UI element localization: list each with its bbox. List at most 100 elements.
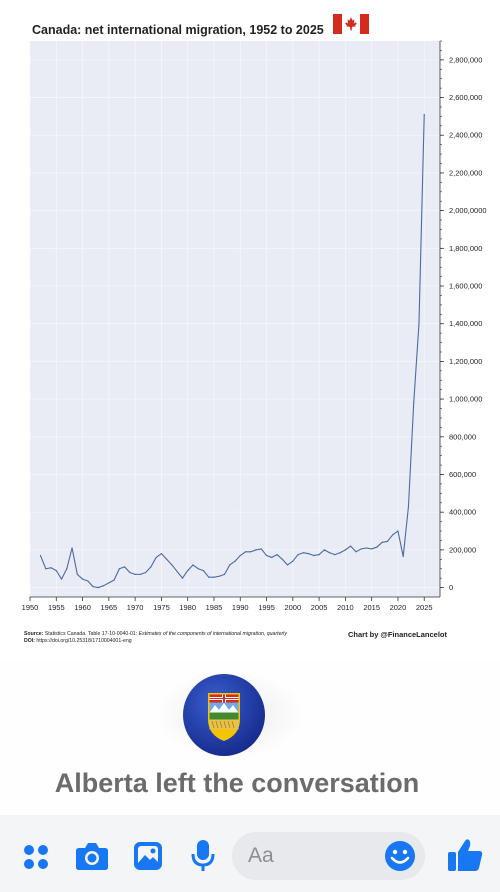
image-icon[interactable]: [133, 841, 163, 871]
y-tick-label: 2,600,000: [449, 93, 482, 102]
data-point: [81, 578, 84, 580]
plot-area: [30, 41, 440, 597]
data-point: [360, 548, 362, 550]
data-point: [323, 549, 325, 551]
data-point: [376, 546, 378, 548]
data-point: [355, 551, 357, 553]
source-note: Source: Statistics Canada. Table 17-10-0…: [24, 631, 287, 644]
data-point: [397, 530, 399, 532]
data-point: [292, 560, 294, 562]
x-tick-label: 1995: [258, 603, 275, 612]
data-point: [160, 553, 163, 555]
thumbs-up-icon[interactable]: [447, 838, 483, 872]
data-point: [418, 323, 420, 325]
y-tick-label: 1,600,000: [449, 282, 482, 291]
x-tick-label: 1955: [48, 603, 65, 612]
left-conversation-text: Alberta left the conversation: [54, 768, 420, 798]
y-tick-label: 400,000: [449, 508, 476, 517]
y-tick-label: 1,400,000: [449, 319, 482, 328]
data-point: [139, 573, 141, 575]
source-text: Statistics Canada. Table 17-10-0040-01:: [44, 631, 138, 637]
data-point: [344, 549, 346, 551]
data-point: [66, 568, 68, 570]
data-point: [176, 570, 178, 573]
data-point: [92, 586, 94, 588]
y-tick-label: 2,800,000: [449, 55, 482, 64]
data-point: [155, 556, 157, 559]
x-tick-label: 1965: [101, 603, 118, 612]
x-tick-label: 1975: [153, 603, 170, 612]
data-point: [55, 570, 57, 572]
x-tick-label: 1960: [74, 603, 91, 612]
data-point: [97, 586, 99, 589]
camera-icon[interactable]: [75, 841, 109, 871]
x-tick-label: 2015: [363, 603, 380, 612]
y-tick-label: 1,200,000: [449, 357, 482, 366]
data-point: [213, 576, 215, 578]
data-point: [171, 564, 173, 566]
data-point: [223, 573, 226, 575]
emoji-icon[interactable]: [384, 840, 416, 872]
x-tick-label: 2005: [311, 603, 328, 612]
data-point: [413, 402, 415, 404]
data-point: [76, 573, 78, 575]
data-point: [108, 582, 110, 584]
y-tick-label: 200,000: [449, 545, 476, 554]
data-point: [118, 568, 120, 570]
x-tick-label: 2000: [284, 603, 301, 612]
data-point: [239, 554, 241, 557]
source-title: Estimates of the components of internati…: [138, 631, 287, 637]
y-tick-label: 0: [449, 583, 453, 592]
data-point: [271, 556, 273, 559]
y-tick-label: 600,000: [449, 470, 476, 479]
data-point: [166, 558, 168, 560]
data-point: [39, 554, 42, 557]
data-point: [350, 545, 352, 547]
microphone-icon[interactable]: [190, 839, 216, 873]
canada-flag-icon: [333, 14, 369, 34]
alberta-coat-of-arms-icon: [183, 674, 265, 756]
data-point: [329, 552, 331, 554]
x-tick-label: 1950: [22, 603, 39, 612]
chart-card: Canada: net international migration, 195…: [21, 14, 487, 644]
data-point: [334, 553, 336, 556]
data-point: [50, 567, 52, 569]
data-point: [297, 553, 299, 556]
data-point: [307, 553, 310, 555]
data-point: [313, 554, 315, 557]
data-point: [255, 549, 257, 551]
data-point: [281, 558, 283, 560]
data-point: [402, 555, 404, 558]
data-point: [276, 553, 278, 556]
data-point: [60, 578, 63, 580]
data-point: [423, 113, 425, 116]
data-point: [192, 564, 194, 566]
doi-link[interactable]: https://doi.org/10.25318/1710004001-eng: [36, 638, 132, 644]
source-label: Source: [24, 631, 42, 637]
data-point: [286, 564, 289, 566]
data-point: [234, 560, 236, 562]
chart-plot: 0 200,000 400,000 600,000 800,000 1,000,000 1,…: [22, 40, 487, 612]
y-tick-label: 2,000,0000: [449, 206, 487, 215]
chart-credit: Chart by @FinanceLancelot: [348, 630, 447, 639]
data-point: [124, 566, 126, 568]
menu-grid-icon[interactable]: [22, 843, 50, 871]
data-point: [145, 571, 147, 574]
data-point: [365, 547, 368, 549]
data-point: [113, 579, 115, 581]
y-tick-label: 2,200,000: [449, 168, 482, 177]
doi-label: DOI:: [24, 638, 35, 644]
data-point: [134, 573, 136, 575]
x-tick-label: 2010: [337, 603, 354, 612]
chart-title: Canada: net international migration, 195…: [32, 23, 324, 37]
data-point: [318, 553, 320, 556]
x-tick-label: 1990: [232, 603, 249, 612]
data-point: [260, 548, 262, 550]
y-tick-label: 1,000,000: [449, 395, 482, 404]
data-point: [244, 551, 247, 553]
x-tick-label: 2025: [416, 603, 433, 612]
data-point: [181, 577, 184, 579]
data-point: [208, 576, 210, 578]
y-tick-label: 800,000: [449, 432, 476, 441]
message-input[interactable]: [248, 844, 368, 868]
